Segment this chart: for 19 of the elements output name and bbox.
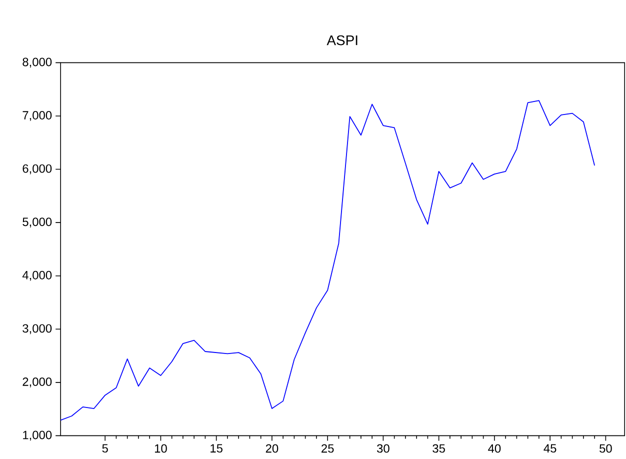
x-tick-label: 20 bbox=[266, 444, 278, 453]
x-tick-label: 10 bbox=[154, 444, 167, 453]
y-tick-label: 4,000 bbox=[22, 270, 52, 281]
x-tick-label: 35 bbox=[432, 444, 445, 453]
x-tick-label: 50 bbox=[600, 444, 612, 453]
y-tick-label: 7,000 bbox=[22, 111, 52, 121]
y-tick-label: 2,000 bbox=[22, 377, 52, 388]
x-tick-label: 5 bbox=[102, 444, 108, 453]
y-tick-label: 6,000 bbox=[22, 164, 52, 174]
x-tick-label: 15 bbox=[210, 444, 222, 453]
y-tick-label: 8,000 bbox=[22, 58, 52, 68]
y-tick-label: 3,000 bbox=[22, 324, 52, 334]
x-tick-label: 30 bbox=[377, 444, 390, 453]
chart-title: ASPI bbox=[326, 35, 358, 46]
x-tick-label: 40 bbox=[488, 444, 501, 453]
y-tick-label: 1,000 bbox=[23, 430, 52, 441]
x-tick-label: 25 bbox=[322, 444, 334, 453]
x-tick-label: 45 bbox=[544, 444, 556, 453]
y-tick-label: 5,000 bbox=[22, 218, 52, 228]
